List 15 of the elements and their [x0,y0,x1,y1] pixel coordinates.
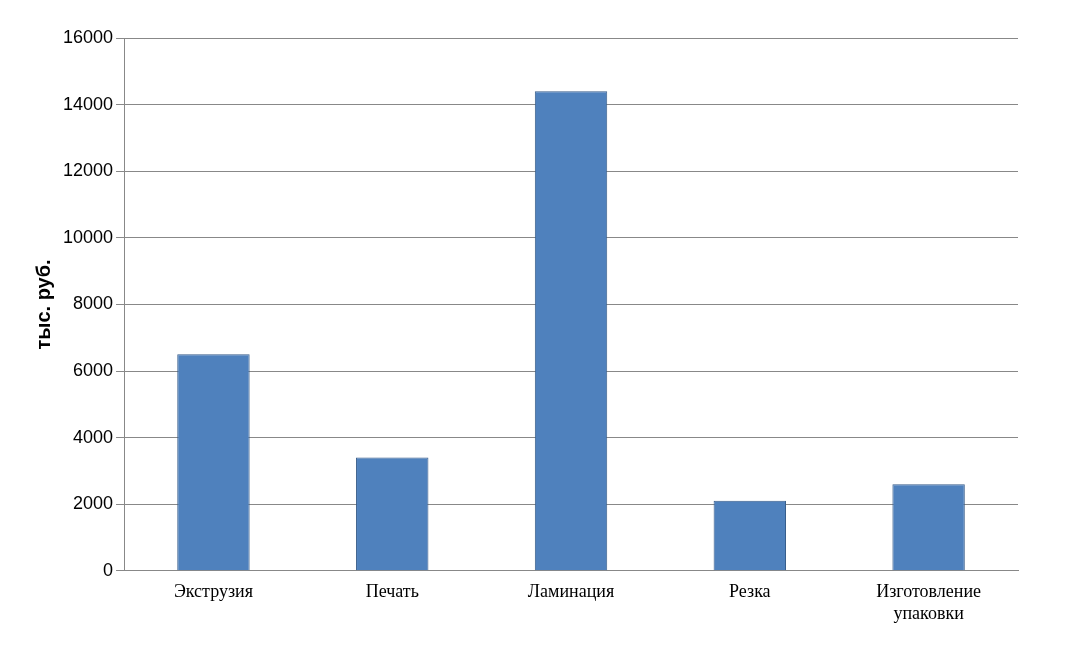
x-tick-label: Экструзия [173,581,253,602]
x-tick-label: Печать [365,581,419,602]
x-tick-label: Изготовление упаковки [876,581,982,623]
y-tick-label: 12000 [62,160,114,181]
y-axis-title: тыс. руб. [31,259,54,350]
x-tick-label: Ламинация [527,581,615,602]
y-tick-label: 0 [103,559,114,580]
y-tick-label: 8000 [73,293,114,314]
y-tick-label: 16000 [62,26,114,47]
y-tick-label: 10000 [62,226,114,247]
y-tick-label: 14000 [62,93,114,114]
y-tick-label: 4000 [73,426,114,447]
x-tick-label: Резка [729,581,771,602]
y-tick-label: 2000 [73,493,114,514]
y-tick-label: 6000 [73,359,114,380]
